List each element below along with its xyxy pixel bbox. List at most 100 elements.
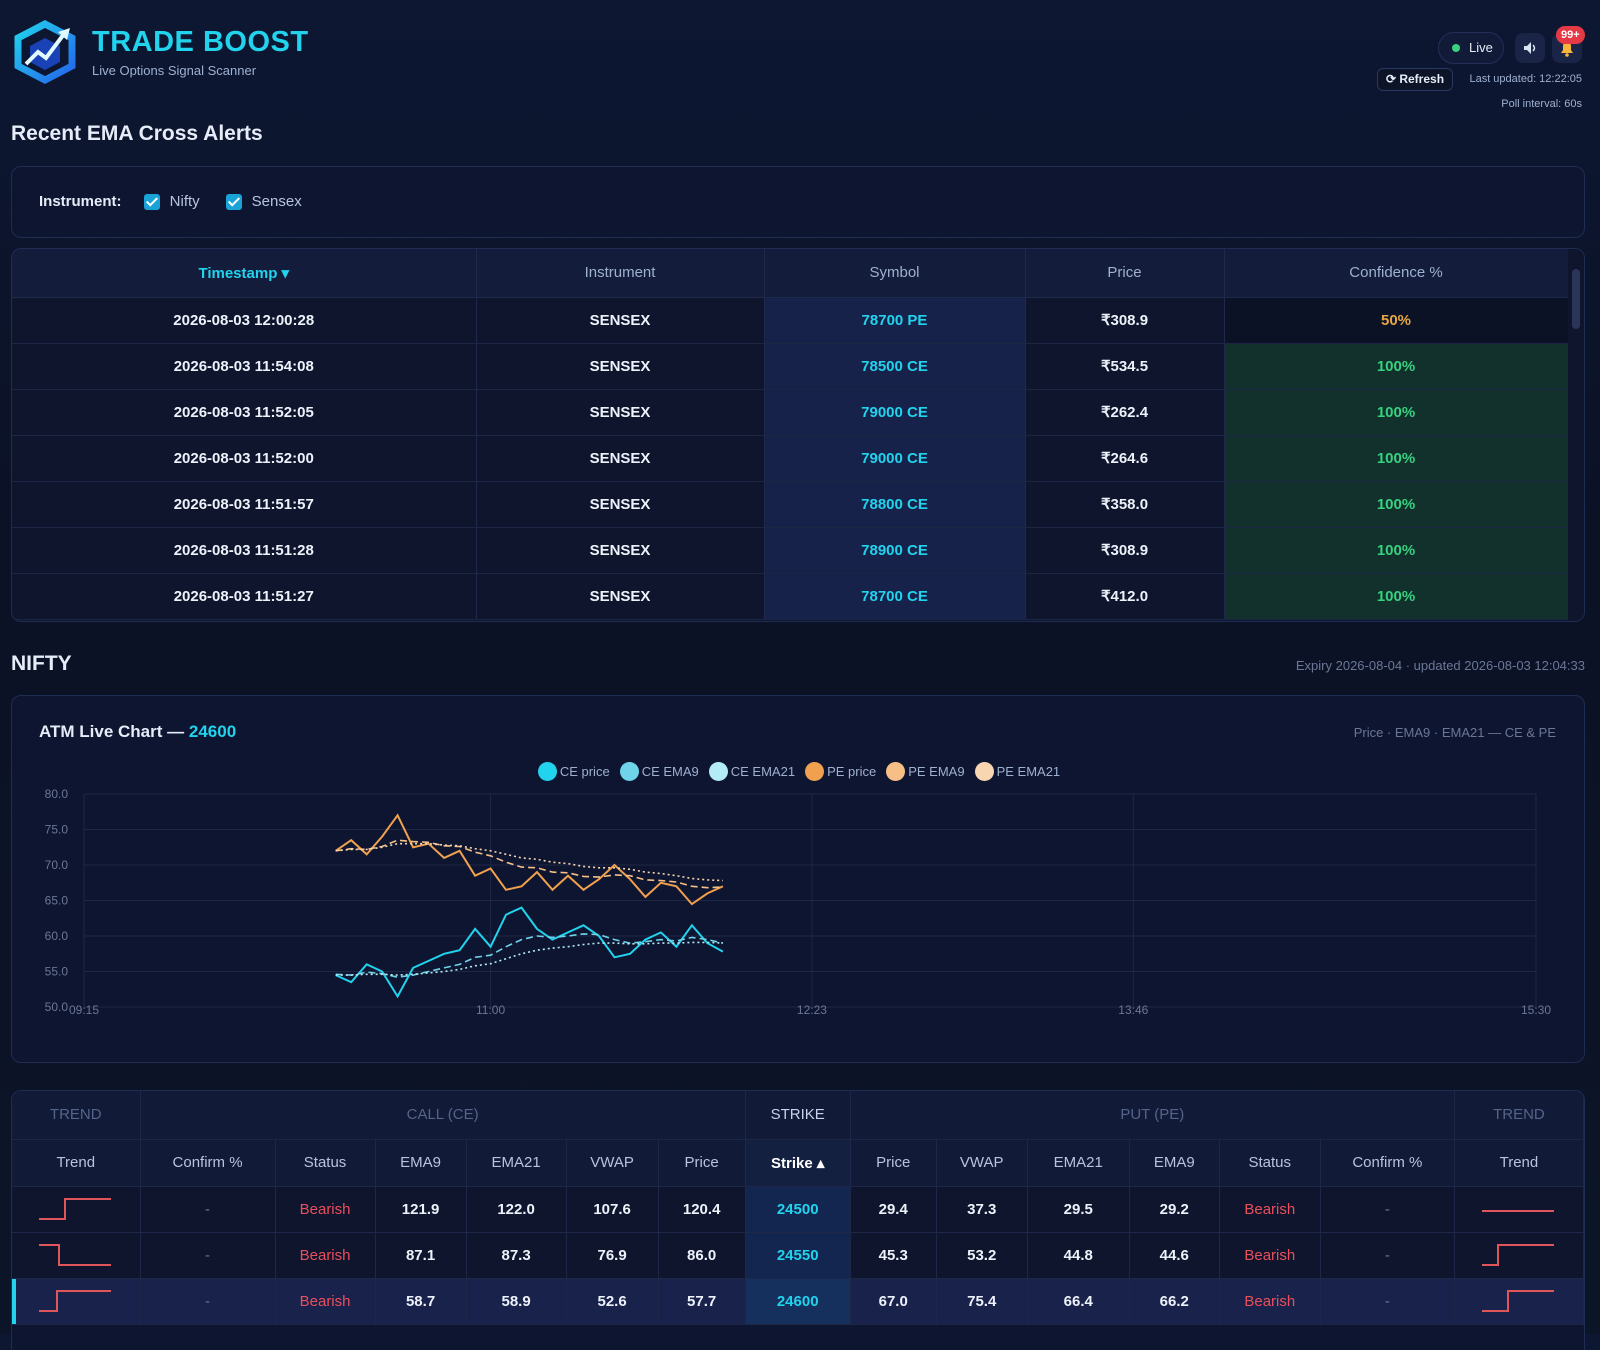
alert-cell: 100%	[1224, 573, 1569, 620]
chain-cell: -	[1320, 1232, 1455, 1279]
trend-sparkline	[38, 1290, 111, 1312]
chain-cell: 52.6	[566, 1278, 659, 1325]
alert-row: 2026-08-03 11:51:27 SENSEX 78700 CE ₹412.0 1…	[12, 573, 1569, 620]
refresh-button[interactable]: ⟳ Refresh	[1377, 68, 1453, 91]
legend-item[interactable]: CE EMA21	[708, 762, 796, 781]
trend-line	[38, 1290, 111, 1312]
column-header: Confirm %	[1320, 1139, 1455, 1187]
chain-row: - Bearish 87.1 87.3 76.9 86.0 24550 45.3 53.2 44.…	[12, 1232, 1584, 1279]
series-line	[335, 842, 723, 882]
alert-cell: 2026-08-03 11:54:08	[12, 343, 477, 390]
chain-cell: -	[140, 1232, 276, 1279]
ce-trend	[12, 1186, 141, 1233]
alert-row: 2026-08-03 11:51:28 SENSEX 78900 CE ₹308.9 1…	[12, 527, 1569, 574]
legend-label: CE EMA21	[730, 764, 796, 779]
legend-swatch	[974, 762, 994, 781]
legend-item[interactable]: CE price	[537, 762, 610, 781]
column-header: EMA21	[466, 1139, 567, 1187]
sound-button[interactable]	[1515, 33, 1545, 63]
alert-cell: 50%	[1224, 297, 1569, 344]
legend-swatch	[537, 762, 557, 781]
column-header[interactable]: Strike ▴	[745, 1139, 851, 1187]
alerts-table: Timestamp ▾ Instrument Symbol Price Confiden…	[12, 249, 1569, 620]
chain-cell: 44.6	[1129, 1232, 1220, 1279]
option-chain-box: TREND CALL (CE) STRIKE PUT (PE) TREND Trend Co…	[11, 1090, 1585, 1350]
alert-cell: SENSEX	[476, 297, 765, 344]
chain-row: - Bearish 58.7 58.9 52.6 57.7 24600 67.0 75.4 66.…	[12, 1278, 1584, 1325]
group-header: STRIKE	[745, 1091, 851, 1140]
chain-cell: 66.4	[1027, 1278, 1130, 1325]
trend-line	[1481, 1244, 1554, 1266]
chain-cell: -	[1320, 1278, 1455, 1325]
alert-cell: 2026-08-03 11:51:57	[12, 481, 477, 528]
column-header: Symbol	[764, 249, 1026, 298]
chain-cell: Bearish	[275, 1278, 376, 1325]
alert-cell: ₹308.9	[1025, 527, 1225, 574]
checkbox[interactable]	[225, 194, 242, 211]
y-tick-label: 70.0	[45, 858, 69, 872]
group-header: TREND	[12, 1091, 141, 1140]
alert-cell: ₹412.0	[1025, 573, 1225, 620]
group-header: CALL (CE)	[140, 1091, 746, 1140]
column-header: VWAP	[566, 1139, 659, 1187]
filter-option[interactable]: Nifty	[143, 193, 200, 211]
chain-cell: -	[140, 1278, 276, 1325]
chain-cell: 57.7	[658, 1278, 746, 1325]
chain-cell: 53.2	[936, 1232, 1028, 1279]
chain-cell: 66.2	[1129, 1278, 1220, 1325]
x-tick-label: 15:30	[1521, 1003, 1551, 1017]
series-line	[335, 941, 723, 976]
alert-row: 2026-08-03 11:51:57 SENSEX 78800 CE ₹358.0 1…	[12, 481, 1569, 528]
chain-cell: 121.9	[375, 1186, 467, 1233]
x-tick-label: 11:00	[476, 1003, 505, 1017]
trend-line	[38, 1244, 111, 1266]
chain-cell: 29.4	[850, 1186, 937, 1233]
section-meta: Expiry 2026-08-04 · updated 2026-08-03 1…	[1295, 658, 1585, 673]
pe-trend	[1454, 1278, 1584, 1325]
filter-option[interactable]: Sensex	[225, 193, 302, 211]
section-title: NIFTY	[11, 652, 72, 675]
legend-swatch	[619, 762, 639, 781]
ce-trend	[12, 1232, 141, 1279]
alert-cell: 100%	[1224, 527, 1569, 574]
legend-item[interactable]: PE EMA21	[974, 762, 1061, 781]
column-header[interactable]: Timestamp ▾	[12, 249, 477, 298]
chain-cell: 58.9	[466, 1278, 567, 1325]
legend-item[interactable]: PE EMA9	[886, 762, 965, 781]
alert-cell: SENSEX	[476, 435, 765, 482]
alert-cell: 78900 CE	[764, 527, 1026, 574]
chain-cell: 24500	[745, 1186, 851, 1233]
alert-cell: 79000 CE	[764, 389, 1026, 436]
live-pill[interactable]: Live	[1438, 32, 1504, 64]
filter-bar: Instrument: Nifty Sensex	[11, 166, 1585, 238]
series-line	[335, 906, 724, 999]
pe-trend	[1454, 1232, 1584, 1279]
scrollbar[interactable]	[1568, 249, 1584, 621]
legend-item[interactable]: CE EMA9	[619, 762, 699, 781]
chain-cell: Bearish	[1219, 1232, 1321, 1279]
alert-cell: 2026-08-03 11:52:00	[12, 435, 477, 482]
alerts-title: Recent EMA Cross Alerts	[11, 122, 263, 145]
alert-cell: SENSEX	[476, 481, 765, 528]
filter-label: Instrument:	[39, 193, 122, 210]
chain-cell: Bearish	[1219, 1186, 1321, 1233]
chain-cell: Bearish	[275, 1232, 376, 1279]
chart-subtitle: Price · EMA9 · EMA21 — CE & PE	[1353, 725, 1556, 740]
chain-cell: 45.3	[850, 1232, 937, 1279]
notification-badge: 99+	[1556, 26, 1585, 44]
chain-cell: -	[1320, 1186, 1455, 1233]
alert-cell: 79000 CE	[764, 435, 1026, 482]
alert-cell: 100%	[1224, 435, 1569, 482]
trend-sparkline	[1481, 1244, 1554, 1266]
alert-cell: 100%	[1224, 481, 1569, 528]
legend-item[interactable]: PE price	[805, 762, 876, 781]
alert-cell: 78700 PE	[764, 297, 1026, 344]
app-title: TRADE BOOST	[92, 26, 309, 58]
column-header: Price	[850, 1139, 937, 1187]
legend-label: PE EMA21	[996, 764, 1061, 779]
alert-cell: 2026-08-03 11:51:28	[12, 527, 477, 574]
legend-label: CE price	[559, 764, 610, 779]
checkbox[interactable]	[143, 194, 160, 211]
group-header: PUT (PE)	[850, 1091, 1455, 1140]
